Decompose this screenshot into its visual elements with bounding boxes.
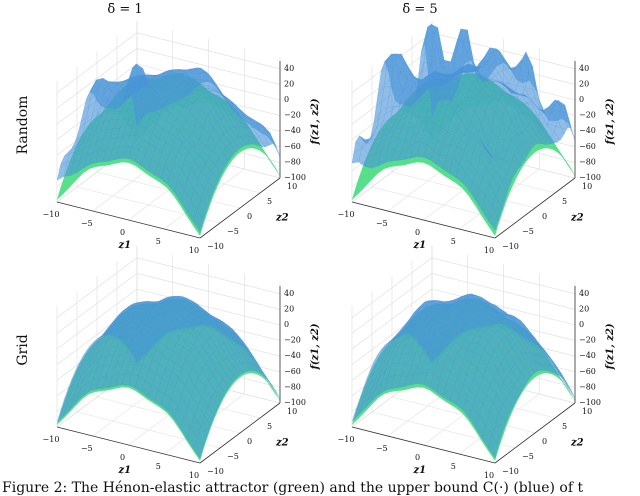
z-tick-label: −40 — [579, 351, 596, 360]
y-axis-label: z2 — [275, 438, 289, 449]
x-tick-label: 0 — [120, 453, 125, 462]
x-tick-label: −5 — [81, 444, 93, 453]
x-axis-line — [57, 427, 200, 463]
z-tick-label: −80 — [284, 157, 301, 166]
x-axis-line — [352, 427, 495, 463]
surface-plot-3: −10−50510−10−50510−100−80−60−40−2002040z… — [43, 246, 321, 480]
z-tick-label: 40 — [284, 289, 294, 298]
y-tick-label: 5 — [267, 197, 272, 206]
y-tick-label: −10 — [502, 467, 519, 476]
y-tick-label: −10 — [207, 467, 224, 476]
y-tick-label: 0 — [247, 437, 252, 446]
z-tick-label: −60 — [579, 142, 596, 151]
z-tick-label: 0 — [284, 320, 289, 329]
row-label-random: Random — [15, 96, 31, 155]
x-tick-label: −10 — [43, 210, 60, 219]
surface-plot-4: −10−50510−10−50510−100−80−60−40−2002040z… — [338, 246, 616, 480]
y-tick-label: −5 — [522, 227, 534, 236]
z-tick-label: 20 — [284, 304, 294, 313]
y-tick-label: −10 — [207, 242, 224, 251]
z-tick-label: 0 — [579, 95, 584, 104]
x-tick-label: 10 — [484, 246, 494, 255]
y-tick-label: −5 — [227, 452, 239, 461]
x-tick-label: −5 — [81, 219, 93, 228]
z-tick-label: −60 — [284, 367, 301, 376]
y-tick-label: 10 — [582, 407, 592, 416]
z-tick-label: −60 — [284, 142, 301, 151]
y-axis-label: z2 — [570, 213, 584, 224]
y-tick-label: −5 — [227, 227, 239, 236]
x-tick-label: 5 — [156, 237, 161, 246]
x-tick-label: 5 — [451, 237, 456, 246]
z-tick-label: 40 — [579, 64, 589, 73]
row-label-grid: Grid — [15, 334, 31, 365]
x-axis-line — [352, 202, 495, 238]
x-tick-label: −5 — [376, 444, 388, 453]
figure-caption: Figure 2: The Hénon-elastic attractor (g… — [2, 480, 583, 496]
z-tick-label: −100 — [579, 398, 601, 407]
z-tick-label: −60 — [579, 367, 596, 376]
x-axis-label: z1 — [413, 465, 427, 476]
z-axis-label: f(z1, z2) — [605, 98, 616, 145]
z-tick-label: 40 — [579, 289, 589, 298]
z-tick-label: −80 — [579, 157, 596, 166]
z-tick-label: 0 — [579, 320, 584, 329]
column-title-1: δ̄ = 1 — [107, 2, 142, 17]
y-tick-label: 0 — [542, 212, 547, 221]
y-tick-label: 10 — [287, 407, 297, 416]
z-tick-label: −80 — [284, 382, 301, 391]
y-tick-label: 0 — [542, 437, 547, 446]
x-axis-label: z1 — [118, 465, 132, 476]
y-tick-label: −5 — [522, 452, 534, 461]
x-tick-label: 0 — [415, 453, 420, 462]
x-tick-label: 5 — [451, 462, 456, 471]
y-tick-label: 10 — [582, 182, 592, 191]
x-tick-label: −5 — [376, 219, 388, 228]
z-tick-label: −20 — [579, 336, 596, 345]
x-tick-label: 10 — [189, 471, 199, 480]
x-tick-label: −10 — [43, 435, 60, 444]
z-tick-label: −20 — [284, 111, 301, 120]
z-tick-label: 40 — [284, 64, 294, 73]
z-tick-label: −40 — [579, 126, 596, 135]
z-axis-label: f(z1, z2) — [310, 323, 321, 370]
z-tick-label: 20 — [579, 304, 589, 313]
surface-plot-1: −10−50510−10−50510−100−80−60−40−2002040z… — [43, 21, 321, 255]
x-tick-label: 5 — [156, 462, 161, 471]
z-tick-label: −100 — [579, 173, 601, 182]
figure: δ̄ = 1 δ̄ = 5 Random Grid −10−50510−10−5… — [0, 0, 640, 480]
column-title-2: δ̄ = 5 — [402, 2, 437, 17]
z-tick-label: −40 — [284, 126, 301, 135]
z-tick-label: 20 — [579, 79, 589, 88]
y-axis-label: z2 — [570, 438, 584, 449]
y-tick-label: 5 — [267, 422, 272, 431]
z-tick-label: −40 — [284, 351, 301, 360]
z-tick-label: −20 — [579, 111, 596, 120]
x-axis-line — [57, 202, 200, 238]
x-tick-label: 10 — [189, 246, 199, 255]
y-axis-label: z2 — [275, 213, 289, 224]
z-tick-label: −80 — [579, 382, 596, 391]
z-axis-label: f(z1, z2) — [605, 323, 616, 370]
y-tick-label: 5 — [562, 197, 567, 206]
z-tick-label: −20 — [284, 336, 301, 345]
y-tick-label: 10 — [287, 182, 297, 191]
x-axis-label: z1 — [118, 240, 132, 251]
y-tick-label: −10 — [502, 242, 519, 251]
z-tick-label: 0 — [284, 95, 289, 104]
x-tick-label: 0 — [415, 228, 420, 237]
z-axis-label: f(z1, z2) — [310, 98, 321, 145]
x-tick-label: 0 — [120, 228, 125, 237]
z-tick-label: 20 — [284, 79, 294, 88]
x-tick-label: −10 — [338, 435, 355, 444]
z-tick-label: −100 — [284, 173, 306, 182]
x-tick-label: −10 — [338, 210, 355, 219]
y-tick-label: 5 — [562, 422, 567, 431]
surface-plot-2: −10−50510−10−50510−100−80−60−40−2002040z… — [338, 21, 616, 255]
z-tick-label: −100 — [284, 398, 306, 407]
y-tick-label: 0 — [247, 212, 252, 221]
x-tick-label: 10 — [484, 471, 494, 480]
x-axis-label: z1 — [413, 240, 427, 251]
